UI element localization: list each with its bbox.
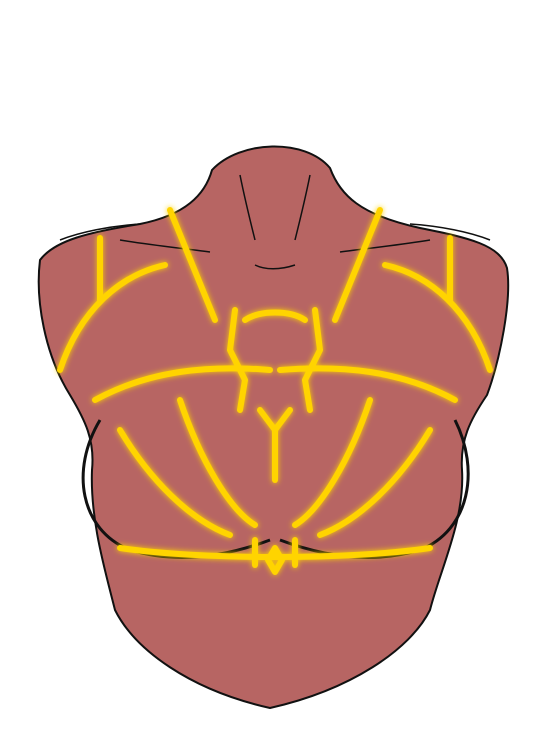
- glowing-harness: [57, 207, 493, 575]
- neck-detail-lines: [59, 174, 491, 270]
